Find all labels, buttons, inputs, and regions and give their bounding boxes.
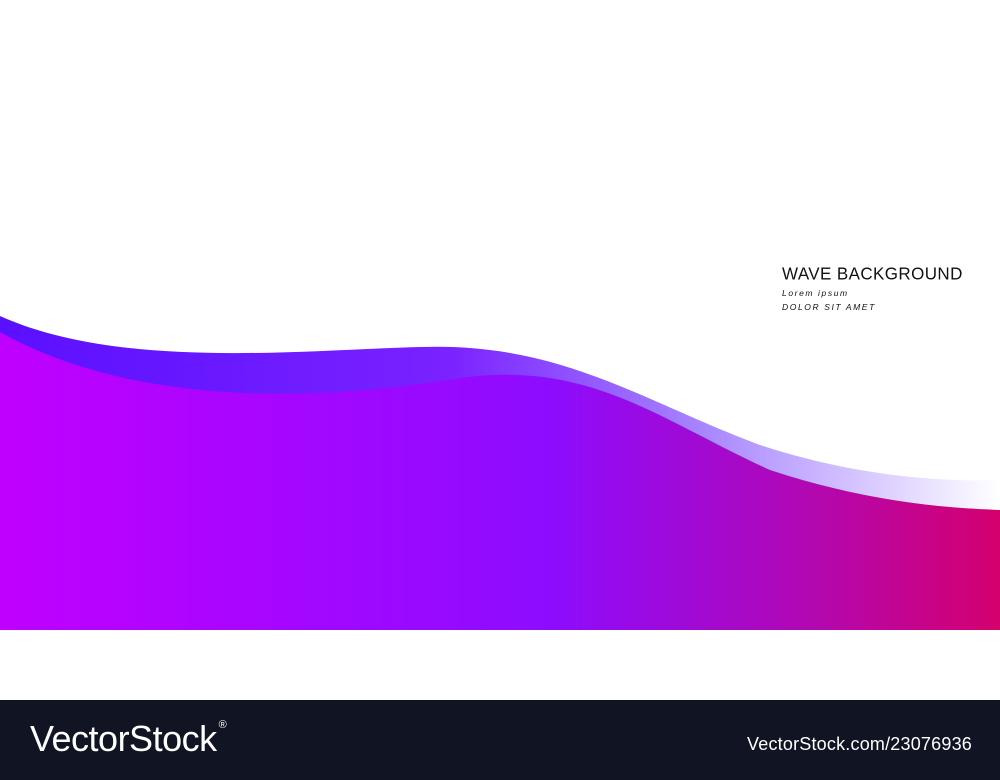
brand-name: VectorStock <box>30 718 217 759</box>
wave-title: WAVE BACKGROUND <box>782 264 963 284</box>
wave-text-block: WAVE BACKGROUND Lorem ipsum DOLOR SIT AM… <box>782 264 963 312</box>
brand-logo: VectorStock ® <box>30 718 227 760</box>
wave-graphic <box>0 316 1000 630</box>
poster-canvas: WAVE BACKGROUND Lorem ipsum DOLOR SIT AM… <box>0 264 1000 630</box>
wave-subtitle-2: DOLOR SIT AMET <box>782 302 876 312</box>
wave-main <box>0 332 1000 630</box>
registered-mark: ® <box>218 719 227 731</box>
wave-subtitle-1: Lorem ipsum <box>782 288 849 298</box>
stock-id: VectorStock.com/23076936 <box>747 734 972 754</box>
watermark-footer: VectorStock ® VectorStock.com/23076936 <box>0 700 1000 780</box>
